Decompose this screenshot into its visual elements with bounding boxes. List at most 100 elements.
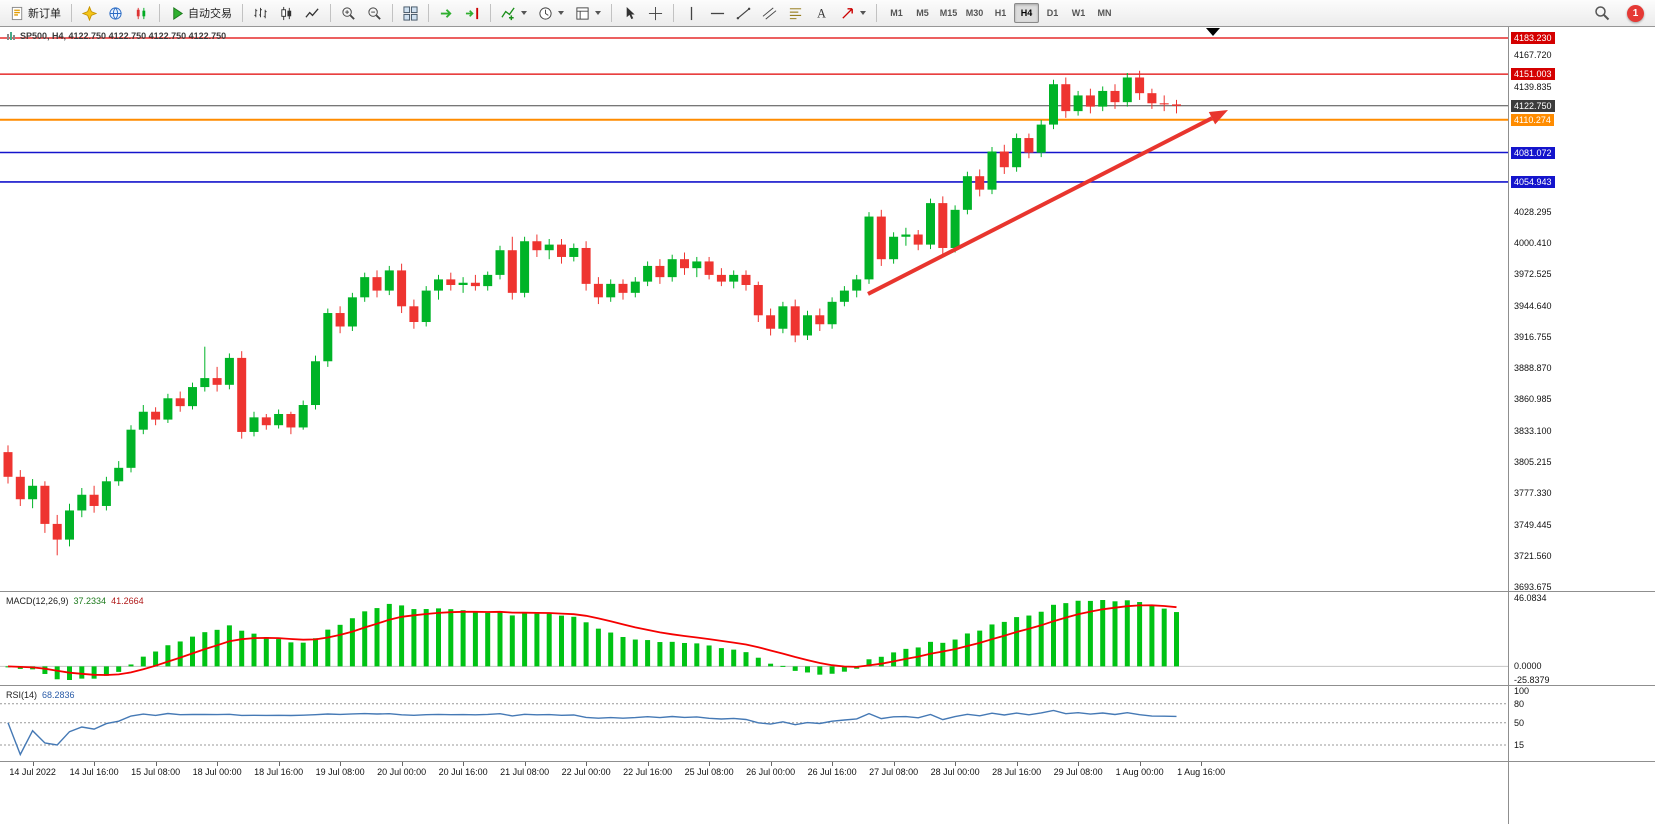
vertical-line-button[interactable] [679, 2, 704, 24]
macd-name: MACD(12,26,9) [6, 596, 69, 606]
notification-badge[interactable]: 1 [1627, 4, 1644, 22]
time-tick [524, 762, 526, 766]
tile-windows-button[interactable] [398, 2, 423, 24]
macd-signal-value: 41.2664 [111, 596, 144, 606]
price-tick: 3721.560 [1514, 550, 1552, 561]
timeframe-M30[interactable]: M30 [962, 3, 987, 23]
bar-chart-button[interactable] [248, 2, 273, 24]
cursor-button[interactable] [617, 2, 642, 24]
templates-button[interactable] [570, 2, 606, 24]
zoom-in-button[interactable] [336, 2, 361, 24]
zoom-out-icon [368, 6, 381, 20]
bar-chart-icon [254, 7, 267, 18]
time-tick [155, 762, 157, 766]
search-button[interactable] [1589, 2, 1615, 24]
indicators-button[interactable] [496, 2, 532, 24]
toolbar-separator [159, 4, 160, 22]
toolbar-separator [428, 4, 429, 22]
dropdown-caret [595, 11, 601, 15]
timeframe-M15[interactable]: M15 [936, 3, 961, 23]
periods-button[interactable] [533, 2, 569, 24]
time-tick [463, 762, 465, 766]
time-label: 20 Jul 00:00 [377, 767, 427, 777]
price-axis[interactable]: 4167.720 4139.835 4028.295 4000.410 3972.525… [1508, 27, 1655, 824]
time-label: 1 Aug 00:00 [1115, 767, 1164, 777]
time-tick [278, 762, 280, 766]
rsi-value: 68.2836 [42, 690, 75, 700]
autotrading-label: 自动交易 [188, 8, 232, 20]
panel-separator[interactable] [0, 685, 1655, 686]
toolbar-separator [330, 4, 331, 22]
timeframe-H1[interactable]: H1 [988, 3, 1013, 23]
time-tick [832, 762, 834, 766]
time-label: 25 Jul 08:00 [684, 767, 734, 777]
price-tick: 3944.640 [1514, 300, 1552, 311]
time-label: 26 Jul 16:00 [807, 767, 857, 777]
time-label: 27 Jul 08:00 [869, 767, 919, 777]
price-line-badge: 4122.750 [1511, 99, 1555, 112]
time-axis[interactable]: 14 Jul 2022 14 Jul 16:00 15 Jul 08:00 18 Ju… [0, 762, 1508, 782]
fibonacci-button[interactable] [783, 2, 808, 24]
candlestick-chart-button[interactable] [274, 2, 299, 24]
time-label: 26 Jul 00:00 [746, 767, 796, 777]
main-price-chart[interactable] [0, 27, 1508, 592]
time-label: 19 Jul 08:00 [315, 767, 365, 777]
channel-icon [762, 7, 777, 19]
autotrading-play-icon [173, 6, 184, 20]
price-tick: 4028.295 [1514, 206, 1552, 217]
macd-main-value: 37.2334 [73, 596, 107, 606]
charts-icon [136, 7, 146, 19]
fibonacci-icon [789, 7, 802, 19]
trendline-icon [736, 7, 751, 19]
price-line-badge: 4151.003 [1511, 68, 1555, 81]
macd-axis-label: -25.8379 [1514, 675, 1550, 685]
chart-title: SP500, H4, 4122.750 4122.750 4122.750 41… [6, 31, 226, 41]
horizontal-line-button[interactable] [705, 2, 730, 24]
crosshair-button[interactable] [643, 2, 668, 24]
auto-scroll-button[interactable] [434, 2, 459, 24]
line-chart-icon [305, 7, 319, 18]
zoom-in-icon [342, 6, 355, 20]
auto-scroll-icon [440, 8, 452, 18]
autotrading-button[interactable]: 自动交易 [165, 2, 237, 24]
timeframe-M1[interactable]: M1 [884, 3, 909, 23]
time-tick [401, 762, 403, 766]
new-order-button[interactable]: 新订单 [5, 2, 66, 24]
time-tick [94, 762, 96, 766]
timeframe-toolbar: M1 M5 M15 M30 H1 H4 D1 W1 MN [884, 3, 1117, 23]
price-line-badge: 4183.230 [1511, 31, 1555, 44]
time-label: 22 Jul 16:00 [623, 767, 673, 777]
time-label: 1 Aug 16:00 [1177, 767, 1226, 777]
line-chart-button[interactable] [300, 2, 325, 24]
price-tick: 3805.215 [1514, 456, 1552, 467]
time-label: 21 Jul 08:00 [500, 767, 550, 777]
clock-icon [539, 6, 552, 20]
text-tool-button[interactable]: A [809, 2, 834, 24]
trendline-button[interactable] [731, 2, 756, 24]
toolbar-separator [673, 4, 674, 22]
price-tick: 4139.835 [1514, 81, 1552, 92]
zoom-out-button[interactable] [362, 2, 387, 24]
timeframe-W1[interactable]: W1 [1066, 3, 1091, 23]
star-icon-button[interactable] [77, 2, 102, 24]
timeframe-D1[interactable]: D1 [1040, 3, 1065, 23]
charts-icon-button[interactable] [129, 2, 154, 24]
price-tick: 4000.410 [1514, 238, 1552, 249]
panel-separator[interactable] [0, 591, 1655, 592]
chart-shift-button[interactable] [460, 2, 485, 24]
globe-icon-button[interactable] [103, 2, 128, 24]
time-label: 14 Jul 16:00 [69, 767, 119, 777]
rsi-panel[interactable] [0, 686, 1508, 762]
arrows-tool-button[interactable] [835, 2, 871, 24]
time-label: 20 Jul 16:00 [438, 767, 488, 777]
tile-windows-icon [403, 5, 418, 21]
timeframe-M5[interactable]: M5 [910, 3, 935, 23]
price-tick: 4167.720 [1514, 50, 1552, 61]
timeframe-MN[interactable]: MN [1092, 3, 1117, 23]
text-tool-icon: A [817, 6, 826, 20]
timeframe-H4[interactable]: H4 [1014, 3, 1039, 23]
macd-panel[interactable] [0, 592, 1508, 686]
candlestick-chart-icon [281, 6, 292, 20]
time-tick [647, 762, 649, 766]
channel-button[interactable] [757, 2, 782, 24]
